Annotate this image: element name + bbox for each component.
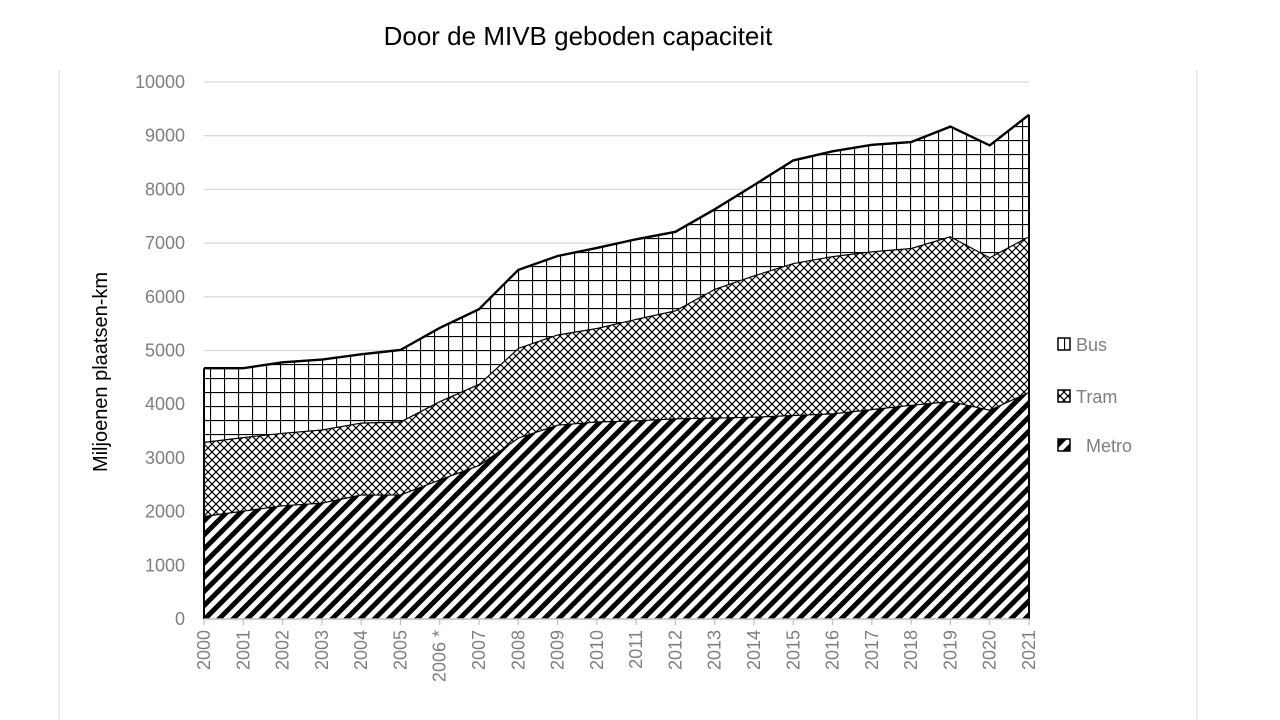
y-tick-label-6000: 6000 bbox=[145, 287, 185, 307]
area-tram bbox=[204, 236, 1029, 516]
x-tick-label-11: 2011 bbox=[626, 630, 646, 669]
x-tick-label-5: 2005 bbox=[390, 630, 410, 670]
stacked-areas bbox=[203, 113, 1030, 620]
y-tick-label-9000: 9000 bbox=[145, 126, 185, 146]
x-tick-label-12: 2012 bbox=[665, 630, 685, 670]
y-tick-label-2000: 2000 bbox=[145, 502, 185, 522]
x-tick-labels: 2000 2001 2002 2003 2004 2005 2006 * 2007 2008 20… bbox=[194, 619, 1039, 682]
y-tick-label-3000: 3000 bbox=[145, 448, 185, 468]
x-tick-label-21: 2021 bbox=[1019, 630, 1039, 670]
legend-label-metro: Metro bbox=[1086, 436, 1132, 456]
x-tick-label-13: 2013 bbox=[705, 630, 725, 670]
x-tick-label-14: 2014 bbox=[744, 630, 764, 670]
x-tick-label-17: 2017 bbox=[862, 630, 882, 670]
x-tick-label-9: 2009 bbox=[548, 630, 568, 670]
y-tick-label-4000: 4000 bbox=[145, 394, 185, 414]
legend-swatch-tram bbox=[1057, 389, 1071, 403]
x-tick-label-15: 2015 bbox=[783, 630, 803, 670]
x-tick-label-10: 2010 bbox=[587, 630, 607, 670]
area-top-line-bus bbox=[204, 113, 1030, 370]
x-tick-label-2: 2002 bbox=[273, 630, 293, 670]
x-tick-label-3: 2003 bbox=[312, 630, 332, 670]
y-tick-label-0: 0 bbox=[175, 609, 185, 629]
x-tick-label-0: 2000 bbox=[194, 630, 214, 670]
y-tick-label-1000: 1000 bbox=[145, 555, 185, 575]
area-bus bbox=[204, 114, 1029, 442]
y-tick-label-7000: 7000 bbox=[145, 233, 185, 253]
x-tick-label-16: 2016 bbox=[823, 630, 843, 670]
x-tick-label-7: 2007 bbox=[469, 630, 489, 670]
legend-swatch-bus bbox=[1057, 337, 1071, 351]
y-tick-label-8000: 8000 bbox=[145, 179, 185, 199]
chart-title: Door de MIVB geboden capaciteit bbox=[384, 21, 774, 51]
x-tick-label-1: 2001 bbox=[233, 630, 253, 670]
x-tick-label-6: 2006 * bbox=[430, 630, 450, 682]
x-tick-label-19: 2019 bbox=[940, 630, 960, 670]
area-top-line-tram bbox=[203, 234, 1030, 443]
legend-label-tram: Tram bbox=[1076, 387, 1117, 407]
y-axis-label: Miljoenen plaatsen-km bbox=[90, 272, 112, 472]
area-metro bbox=[204, 391, 1029, 619]
x-tick-label-8: 2008 bbox=[508, 630, 528, 670]
y-tick-labels: 0 1000 2000 3000 4000 5000 6000 7000 8000 9000 100… bbox=[135, 72, 185, 629]
x-tick-label-20: 2020 bbox=[980, 630, 1000, 670]
y-tick-label-5000: 5000 bbox=[145, 341, 185, 361]
x-tick-label-4: 2004 bbox=[351, 630, 371, 670]
legend-label-bus: Bus bbox=[1076, 335, 1107, 355]
y-tick-label-10000: 10000 bbox=[135, 72, 185, 92]
x-tick-label-18: 2018 bbox=[901, 630, 921, 670]
legend-swatch-metro bbox=[1057, 438, 1071, 452]
legend: Bus Tram Metro bbox=[1057, 335, 1132, 456]
